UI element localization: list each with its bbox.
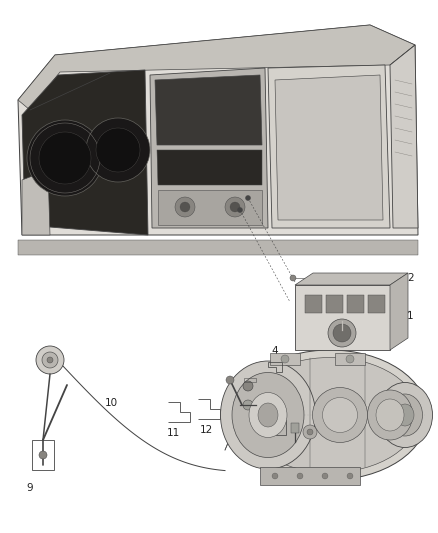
Polygon shape (158, 190, 262, 225)
Circle shape (180, 202, 190, 212)
Circle shape (346, 355, 354, 363)
Text: 8: 8 (230, 400, 236, 410)
Circle shape (281, 355, 289, 363)
Circle shape (27, 120, 103, 196)
Circle shape (226, 376, 234, 384)
Polygon shape (295, 285, 390, 350)
Ellipse shape (376, 399, 404, 431)
Circle shape (333, 324, 351, 342)
Text: 7: 7 (270, 440, 276, 450)
Ellipse shape (388, 394, 423, 436)
Circle shape (42, 352, 58, 368)
Circle shape (175, 197, 195, 217)
Circle shape (243, 400, 253, 410)
Polygon shape (268, 65, 390, 228)
Polygon shape (22, 70, 148, 235)
Text: 5: 5 (292, 448, 298, 458)
Circle shape (328, 319, 356, 347)
Polygon shape (18, 240, 418, 255)
Circle shape (96, 128, 140, 172)
Polygon shape (18, 25, 418, 235)
Ellipse shape (249, 392, 287, 438)
Polygon shape (368, 295, 385, 313)
Polygon shape (270, 353, 300, 365)
Text: 6: 6 (307, 446, 313, 456)
Text: 4: 4 (272, 346, 278, 356)
Circle shape (246, 196, 251, 200)
Circle shape (39, 451, 47, 459)
Text: 1: 1 (407, 311, 413, 321)
Circle shape (225, 197, 245, 217)
Ellipse shape (241, 358, 419, 472)
Polygon shape (18, 25, 415, 110)
Circle shape (347, 473, 353, 479)
Circle shape (322, 473, 328, 479)
Polygon shape (305, 295, 322, 313)
Polygon shape (390, 45, 418, 228)
Ellipse shape (367, 390, 413, 440)
Ellipse shape (378, 383, 432, 448)
Ellipse shape (233, 350, 427, 480)
Circle shape (47, 357, 53, 363)
Polygon shape (335, 353, 365, 365)
Polygon shape (157, 150, 262, 185)
Polygon shape (150, 68, 268, 228)
Polygon shape (326, 295, 343, 313)
Circle shape (290, 275, 296, 281)
Text: 11: 11 (166, 428, 180, 438)
Text: 2: 2 (407, 273, 413, 283)
Ellipse shape (322, 398, 357, 432)
Text: 10: 10 (105, 398, 118, 408)
Circle shape (243, 381, 253, 391)
Circle shape (237, 207, 243, 213)
Polygon shape (275, 75, 383, 220)
Polygon shape (22, 170, 50, 235)
Circle shape (272, 473, 278, 479)
Circle shape (303, 425, 317, 439)
Polygon shape (155, 75, 262, 145)
Polygon shape (260, 467, 360, 485)
Circle shape (86, 118, 150, 182)
Ellipse shape (312, 387, 367, 442)
Circle shape (36, 346, 64, 374)
Text: 3: 3 (231, 381, 238, 391)
Text: 9: 9 (27, 483, 33, 493)
Circle shape (39, 132, 91, 184)
Text: 12: 12 (199, 425, 212, 435)
Ellipse shape (396, 404, 414, 426)
Ellipse shape (220, 361, 315, 469)
Ellipse shape (258, 403, 278, 427)
Circle shape (230, 202, 240, 212)
Circle shape (307, 429, 313, 435)
Polygon shape (291, 423, 299, 433)
Circle shape (297, 473, 303, 479)
Polygon shape (295, 273, 408, 285)
Ellipse shape (232, 373, 304, 457)
Polygon shape (347, 295, 364, 313)
Polygon shape (390, 273, 408, 350)
